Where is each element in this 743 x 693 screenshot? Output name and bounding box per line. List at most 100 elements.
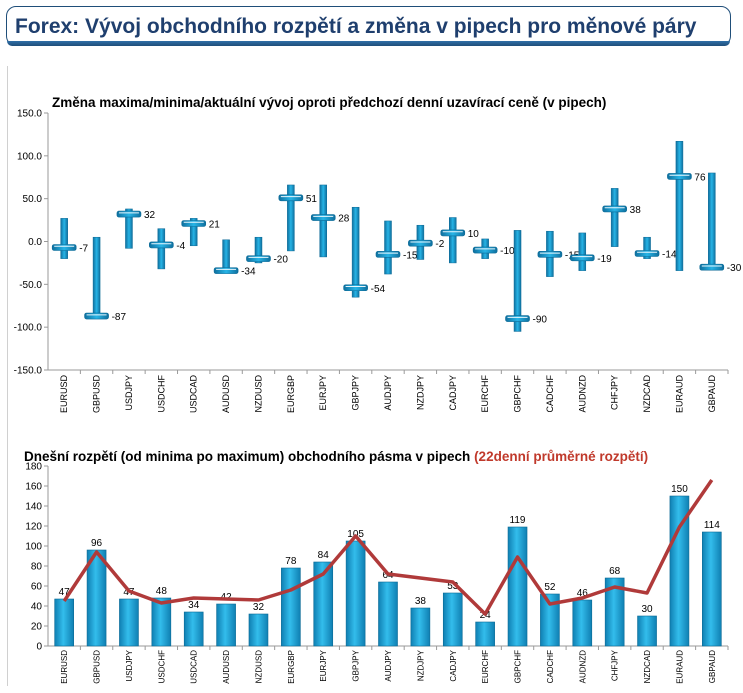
chart2-x-tick-label: AUDJPY [384,649,393,681]
chart1-y-tick-label: -50.0 [19,280,42,291]
chart1-x-tick-label: EURGBP [286,375,296,413]
chart1-range-bar [254,236,263,264]
chart2-bar [442,592,463,647]
chart1-x-tick-label: CHFJPY [610,375,620,410]
chart2-data-label: 46 [577,588,589,599]
chart2-x-tick-label: CADJPY [449,649,458,681]
chart1-range-bar [351,206,360,298]
chart2-data-label: 119 [510,515,526,526]
chart1-data-label: 10 [468,229,480,240]
chart1-data-label: -87 [112,312,127,323]
chart2-title-main: Dnešní rozpětí (od minima po maximum) ob… [24,449,474,464]
chart1-range-bar [578,232,587,271]
chart2-avg-line [62,479,714,616]
chart2-data-label: 48 [156,586,168,597]
chart2-y-tick-label: 180 [25,462,42,473]
chart2-x-tick-label: CHFJPY [611,649,620,681]
chart1-data-label: -10 [500,246,515,257]
chart2-y-tick-label: 40 [31,602,43,613]
chart1-data-label: -20 [273,255,288,266]
chart2-data-label: 32 [253,602,265,613]
chart2-bar [248,613,269,647]
chart2-data-label: 47 [59,587,71,598]
chart2-x-tick-label: NZDJPY [416,649,425,681]
chart1-x-tick-label: GBPUSD [92,375,102,414]
chart2-data-label: 52 [544,582,556,593]
chart2-x-tick-label: EURUSD [60,650,69,684]
chart2-y-tick-label: 120 [25,522,42,533]
chart1-data-label: -34 [241,267,256,278]
chart2-x-tick-label: EURAUD [675,650,684,684]
chart2-x-tick-label: NZDUSD [254,650,263,684]
chart2-x-tick-label: CADCHF [546,650,555,683]
chart2-x-tick-label: AUDNZD [578,650,587,684]
chart2-bar [345,540,366,647]
chart1-data-label: -2 [435,239,444,250]
chart1-data-label: -7 [79,243,88,254]
chart1-data-label: 32 [144,210,156,221]
chart1-data-label: -90 [533,315,548,326]
chart2-data-label: 114 [704,520,720,531]
chart2-y-tick-label: 60 [31,582,43,593]
chart2-bar [281,567,301,647]
chart2-x-tick-label: EURCHF [481,650,490,683]
chart2-x-tick-label: GBPAUD [708,650,717,683]
chart2-y-tick-label: 100 [25,542,42,553]
chart2-y-tick-label: 20 [31,622,43,633]
chart1-range-bar [643,236,651,259]
chart2-y-tick-label: 140 [25,502,42,513]
chart1-x-tick-label: NZDUSD [253,375,263,413]
chart2-bar [54,598,74,647]
chart1-x-tick-label: USDCHF [156,374,166,412]
chart1-range-bar [125,208,133,249]
chart2-x-tick-label: USDCHF [157,650,166,683]
chart2-y-tick-label: 160 [25,482,42,493]
chart1-y-tick-label: -150.0 [14,366,43,377]
chart2-x-tick-label: EURGBP [287,650,296,684]
chart1-range-bar [384,220,392,275]
chart1-x-tick-label: CADCHF [545,374,555,412]
chart2-data-label: 38 [415,596,427,607]
page-title: Forex: Vývoj obchodního rozpětí a změna … [15,15,697,38]
chart1-data-label: -30 [727,263,742,274]
chart1-y-tick-label: 100.0 [17,151,42,162]
chart2-y-tick-label: 0 [36,642,42,653]
chart1-x-tick-label: NZDCAD [642,375,652,413]
chart1-x-tick-label: AUDJPY [383,375,393,411]
chart1-data-label: -4 [176,241,185,252]
chart2-bar [507,526,528,647]
chart1-data-label: -14 [662,249,677,260]
chart2-bar [637,615,657,647]
chart2-data-label: 53 [447,581,459,592]
chart2-bar [540,593,560,647]
chart1-range-bar [513,230,522,332]
chart2-x-tick-label: GBPUSD [93,650,102,684]
chart2-title: Dnešní rozpětí (od minima po maximum) ob… [24,449,648,464]
chart2-bar [183,611,204,647]
banner-stripe [7,41,730,46]
chart1-range-bar [157,228,166,270]
chart2-bar [119,598,139,647]
chart2-bar [151,597,172,647]
chart1-y-tick-label: 150.0 [17,109,42,120]
header-banner: Forex: Vývoj obchodního rozpětí a změna … [6,6,731,46]
chart2-x-tick-label: GBPJPY [352,649,361,681]
chart2-bar [313,561,334,647]
chart1-x-tick-label: USDCAD [189,375,199,414]
chart2-data-label: 30 [641,604,653,615]
chart1-data-label: -54 [371,284,386,295]
chart1-data-label: 38 [630,205,642,216]
chart1-x-tick-label: GBPAUD [707,375,717,413]
chart2-title-highlight: (22denní průměrné rozpětí) [474,449,648,464]
chart2-data-label: 68 [609,566,621,577]
chart2-data-label: 34 [188,600,200,611]
chart2-y-tick-label: 80 [31,562,43,573]
panel-divider [7,66,8,686]
chart2-bar [475,621,495,647]
chart1-y-tick-label: 0.0 [28,237,42,248]
chart1-range-bar [449,217,457,264]
chart1-data-label: 76 [694,172,706,183]
chart1-x-tick-label: USDJPY [124,375,134,411]
